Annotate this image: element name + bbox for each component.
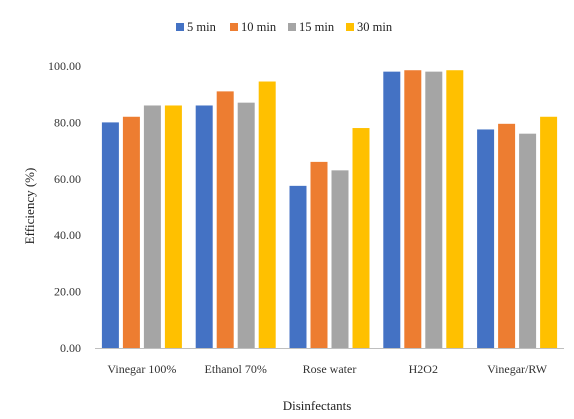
legend-label: 15 min bbox=[299, 20, 335, 34]
bar-15-min-2 bbox=[331, 170, 349, 348]
x-tick-label: Vinegar 100% bbox=[107, 362, 176, 376]
legend-swatch bbox=[288, 23, 296, 31]
legend: 5 min 10 min 15 min 30 min bbox=[176, 20, 393, 34]
bar-10-min-4 bbox=[498, 123, 516, 348]
y-axis-title: Efficiency (%) bbox=[22, 168, 37, 245]
y-tick-label: 100.00 bbox=[48, 59, 81, 73]
legend-swatch bbox=[176, 23, 184, 31]
legend-label: 5 min bbox=[187, 20, 217, 34]
legend-swatch bbox=[230, 23, 238, 31]
bar-10-min-2 bbox=[310, 161, 328, 348]
bar-5-min-4 bbox=[477, 129, 495, 348]
bar-15-min-0 bbox=[143, 105, 161, 348]
bar-5-min-0 bbox=[101, 122, 119, 349]
bar-5-min-1 bbox=[195, 105, 213, 348]
bar-5-min-3 bbox=[383, 71, 401, 348]
bar-30-min-4 bbox=[540, 116, 558, 348]
legend-label: 30 min bbox=[357, 20, 393, 34]
bar-10-min-3 bbox=[404, 70, 422, 348]
legend-label: 10 min bbox=[241, 20, 277, 34]
x-tick-label: H2O2 bbox=[409, 362, 438, 376]
bar-5-min-2 bbox=[289, 185, 307, 348]
bar-30-min-1 bbox=[258, 81, 276, 348]
x-tick-label: Ethanol 70% bbox=[205, 362, 267, 376]
x-axis-title: Disinfectants bbox=[283, 398, 352, 413]
bar-15-min-1 bbox=[237, 102, 255, 348]
bar-10-min-0 bbox=[122, 116, 140, 348]
x-axis: Vinegar 100% Ethanol 70% Rose water H2O2 Vin… bbox=[95, 348, 564, 376]
bar-15-min-4 bbox=[519, 133, 537, 348]
y-tick-label: 80.00 bbox=[54, 115, 81, 129]
y-tick-label: 0.00 bbox=[60, 341, 81, 355]
bar-15-min-3 bbox=[425, 71, 443, 348]
y-tick-label: 20.00 bbox=[54, 285, 81, 299]
x-tick-label: Rose water bbox=[303, 362, 357, 376]
legend-swatch bbox=[346, 23, 354, 31]
bars bbox=[101, 70, 558, 349]
bar-30-min-2 bbox=[352, 128, 370, 348]
bar-10-min-1 bbox=[216, 91, 234, 348]
y-tick-label: 40.00 bbox=[54, 228, 81, 242]
y-tick-label: 60.00 bbox=[54, 172, 81, 186]
y-axis: 0.00 20.00 40.00 60.00 80.00 100.00 bbox=[48, 59, 81, 355]
bar-30-min-0 bbox=[164, 105, 182, 348]
x-tick-label: Vinegar/RW bbox=[487, 362, 548, 376]
bar-30-min-3 bbox=[446, 70, 464, 348]
